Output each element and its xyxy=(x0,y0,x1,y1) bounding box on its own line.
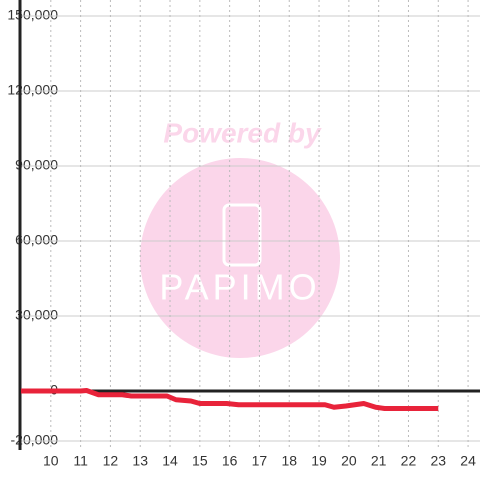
x-tick-label: 10 xyxy=(43,453,59,469)
line xyxy=(21,388,439,411)
y-tick-label: -20,000 xyxy=(11,432,59,448)
x-tick-label: 13 xyxy=(132,453,148,469)
x-tick-label: 17 xyxy=(252,453,268,469)
x-tick-label: 12 xyxy=(103,453,119,469)
x-tick-label: 24 xyxy=(460,453,476,469)
x-tick-label: 21 xyxy=(371,453,387,469)
x-tick-label: 15 xyxy=(192,453,208,469)
x-tick-label: 11 xyxy=(73,453,88,469)
x-tick-label: 22 xyxy=(401,453,417,469)
x-tick-label: 19 xyxy=(311,453,327,469)
watermark-logo: PAPIMO xyxy=(159,267,320,308)
watermark-circle xyxy=(140,158,340,358)
x-tick-label: 23 xyxy=(430,453,446,469)
x-tick-label: 18 xyxy=(281,453,297,469)
x-tick-label: 16 xyxy=(222,453,238,469)
x-tick-label: 14 xyxy=(162,453,178,469)
y-tick-label: 60,000 xyxy=(15,232,58,248)
y-tick-label: 90,000 xyxy=(15,157,58,173)
x-tick-label: 20 xyxy=(341,453,357,469)
watermark-phone xyxy=(222,203,262,267)
y-tick-label: 30,000 xyxy=(15,307,58,323)
watermark-text: Powered by xyxy=(163,117,322,148)
